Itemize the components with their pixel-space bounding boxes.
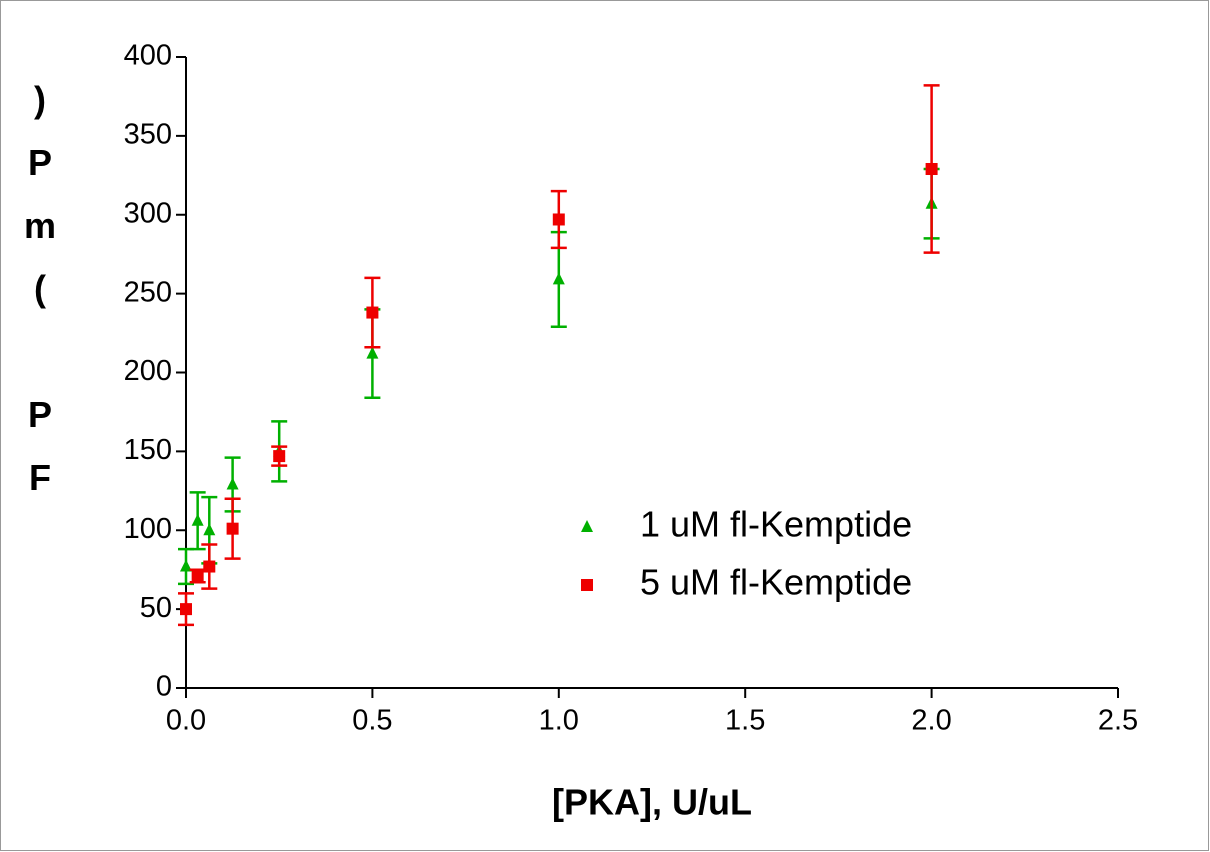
marker [552,213,565,226]
marker [191,569,204,582]
marker [203,523,216,536]
y-tick-label: 350 [124,119,172,151]
marker [203,560,216,573]
x-tick-label: 1.0 [539,705,579,737]
y-axis-title-char: P [28,142,52,183]
y-tick-label: 100 [124,513,172,545]
y-tick-label: 200 [124,355,172,387]
marker [925,163,938,176]
y-axis-title-char [35,331,45,372]
y-tick-label: 150 [124,434,172,466]
x-tick-label: 1.5 [725,705,765,737]
x-tick-label: 0.0 [166,705,206,737]
marker [366,346,379,359]
marker [180,603,192,616]
x-tick-label: 2.5 [1098,705,1138,737]
marker [552,272,565,285]
y-axis-title-char: ) [34,79,46,120]
legend-label: 1 uM fl-Kemptide [640,504,912,545]
y-tick-label: 400 [124,40,172,72]
marker [366,306,379,319]
legend-marker [581,520,593,532]
y-tick-label: 300 [124,197,172,229]
x-axis-title: [PKA], U/uL [552,782,752,823]
y-tick-label: 50 [140,592,172,624]
marker [226,477,239,490]
marker [226,522,239,535]
x-tick-label: 2.0 [911,705,951,737]
marker [191,513,204,526]
y-axis-title-char: F [29,457,51,498]
y-axis-title: FP (mP) [24,79,56,498]
y-axis-title-char: P [28,394,52,435]
x-tick-label: 0.5 [352,705,392,737]
legend-label: 5 uM fl-Kemptide [640,562,912,603]
y-axis-title-char: m [24,205,56,246]
y-axis-title-char: ( [34,268,46,309]
marker [273,450,286,463]
legend-marker [581,579,593,591]
y-tick-label: 0 [156,671,172,703]
marker [180,559,192,572]
y-tick-label: 250 [124,276,172,308]
